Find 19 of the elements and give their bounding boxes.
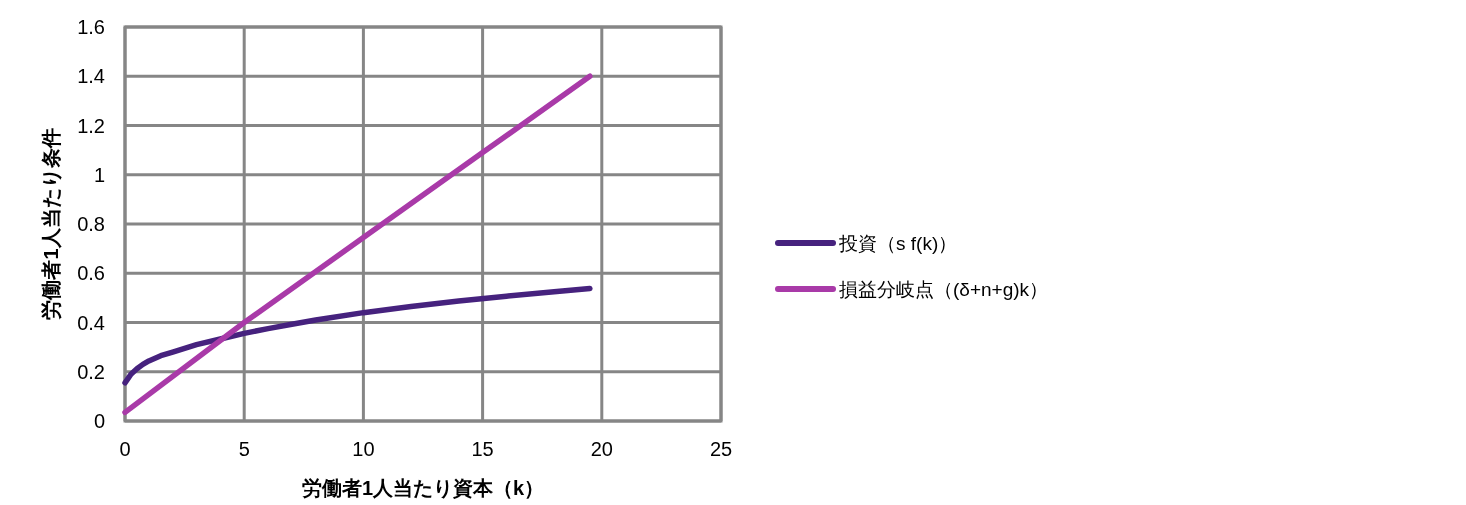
y-axis-title: 労働者1人当たり条件 bbox=[40, 128, 62, 320]
y-tick-label: 0.6 bbox=[77, 262, 105, 285]
x-tick-label: 25 bbox=[709, 438, 733, 460]
y-tick-label: 0 bbox=[93, 410, 105, 432]
y-tick-label: 1 bbox=[93, 163, 105, 186]
legend-label: 投資（s f(k)） bbox=[838, 233, 958, 254]
y-tick-label: 0.8 bbox=[77, 213, 105, 235]
y-tick-label: 0.2 bbox=[77, 360, 105, 383]
x-tick-label: 10 bbox=[352, 438, 375, 460]
x-axis-title: 労働者1人当たり資本（k） bbox=[301, 477, 545, 499]
x-tick-label: 0 bbox=[119, 438, 131, 460]
y-tick-label: 1.2 bbox=[77, 114, 105, 137]
y-tick-label: 1.4 bbox=[77, 65, 105, 88]
x-tick-label: 20 bbox=[590, 438, 613, 460]
y-tick-label: 1.6 bbox=[77, 16, 105, 38]
y-tick-label: 0.4 bbox=[77, 311, 105, 334]
legend-label: 損益分岐点（(δ+n+g)k） bbox=[839, 279, 1049, 300]
x-tick-label: 5 bbox=[238, 438, 250, 460]
x-tick-label: 15 bbox=[471, 438, 494, 460]
